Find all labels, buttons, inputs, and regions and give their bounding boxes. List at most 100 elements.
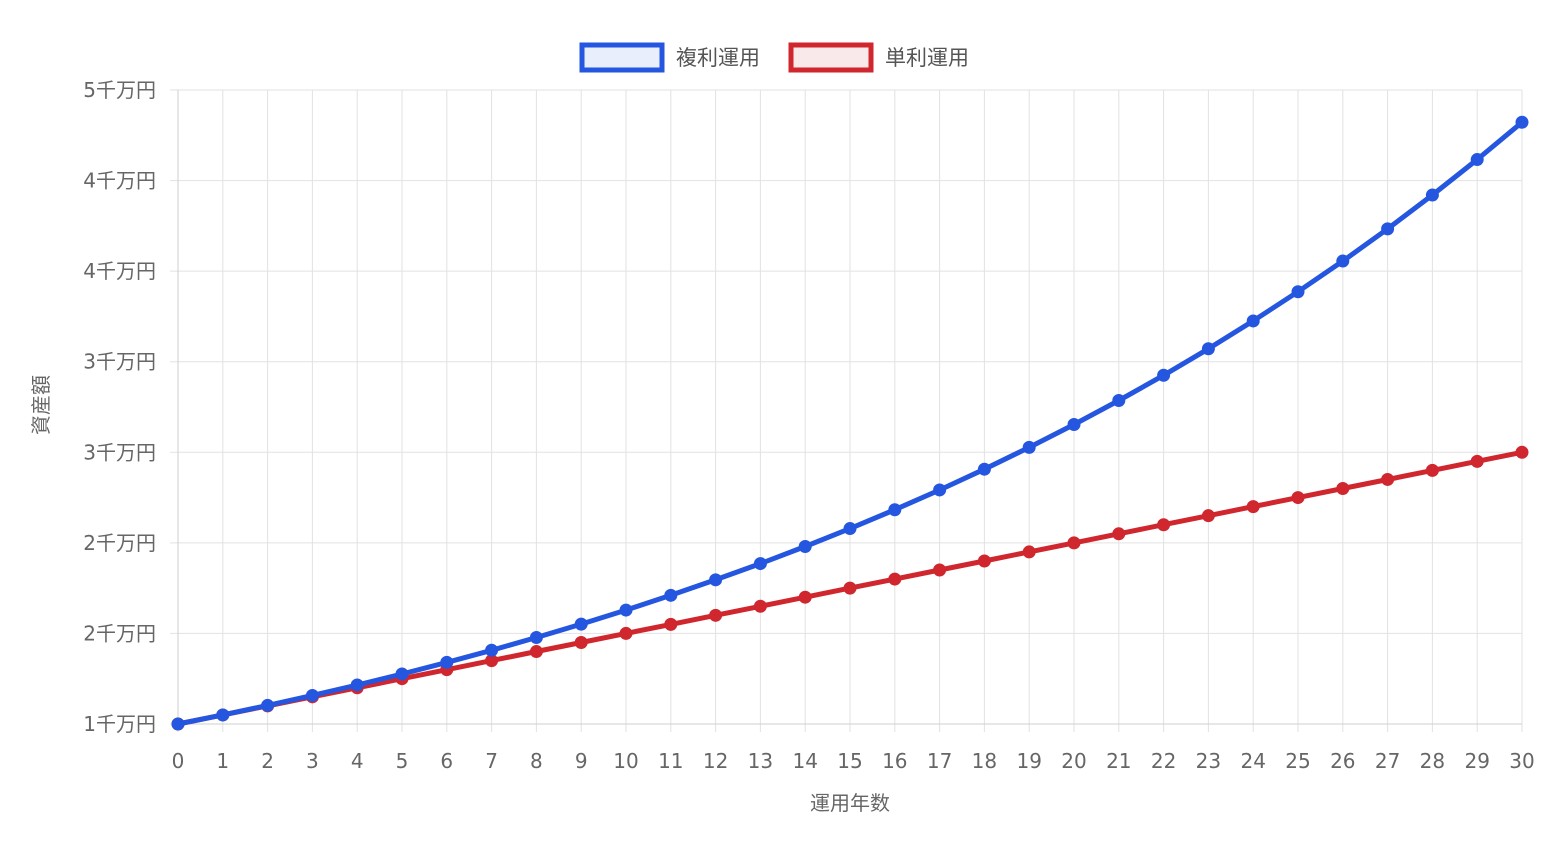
data-point — [753, 557, 767, 571]
data-point — [529, 645, 543, 659]
data-point — [664, 617, 678, 631]
x-tick-label: 21 — [1106, 749, 1131, 773]
data-point — [261, 698, 275, 712]
x-tick-label: 18 — [972, 749, 997, 773]
x-axis-label: 運用年数 — [810, 791, 890, 815]
y-axis-label: 資産額 — [29, 375, 53, 435]
data-point — [888, 503, 902, 517]
data-point — [1067, 536, 1081, 550]
x-tick-label: 29 — [1464, 749, 1489, 773]
x-tick-label: 26 — [1330, 749, 1355, 773]
data-point — [1022, 545, 1036, 559]
data-point — [1515, 115, 1529, 129]
x-tick-label: 16 — [882, 749, 907, 773]
data-point — [1067, 418, 1081, 432]
data-point — [529, 631, 543, 645]
x-tick-label: 12 — [703, 749, 728, 773]
data-point — [798, 590, 812, 604]
legend-label: 複利運用 — [676, 46, 760, 70]
data-point — [1201, 342, 1215, 356]
x-tick-label: 3 — [306, 749, 319, 773]
x-tick-label: 25 — [1285, 749, 1310, 773]
data-point — [1157, 518, 1171, 532]
data-point — [619, 626, 633, 640]
grid — [170, 89, 1523, 732]
data-point — [843, 522, 857, 536]
x-tick-label: 15 — [837, 749, 862, 773]
x-tick-label: 6 — [440, 749, 453, 773]
data-point — [709, 608, 723, 622]
legend-item[interactable]: 複利運用 — [579, 42, 760, 73]
x-tick-label: 27 — [1375, 749, 1400, 773]
y-tick-label: 3千万円 — [83, 350, 156, 374]
x-tick-label: 7 — [485, 749, 498, 773]
data-point — [216, 708, 230, 722]
data-point — [1381, 472, 1395, 486]
x-tick-label: 20 — [1061, 749, 1086, 773]
data-point — [753, 599, 767, 613]
y-tick-label: 4千万円 — [83, 259, 156, 283]
data-point — [1291, 491, 1305, 505]
data-point — [1246, 314, 1260, 328]
x-tick-label: 23 — [1196, 749, 1221, 773]
legend-item[interactable]: 単利運用 — [788, 42, 969, 73]
series-lines — [171, 115, 1529, 731]
data-point — [1291, 285, 1305, 299]
data-point — [1515, 445, 1529, 459]
data-point — [619, 603, 633, 617]
series-1 — [171, 115, 1529, 731]
data-point — [574, 617, 588, 631]
data-point — [171, 717, 185, 731]
axes: 0 1 2 3 4 5 6 7 8 9 10 11 12 13 14 15 16 17 18 19 20 21 22 23 24… — [83, 78, 1534, 773]
data-point — [1425, 463, 1439, 477]
data-point — [1246, 500, 1260, 514]
data-point — [440, 655, 454, 669]
x-tick-label: 4 — [351, 749, 364, 773]
legend-swatch — [579, 42, 665, 73]
data-point — [305, 688, 319, 702]
data-point — [1425, 188, 1439, 202]
x-tick-label: 30 — [1509, 749, 1534, 773]
y-tick-label: 4千万円 — [83, 169, 156, 193]
x-tick-label: 24 — [1240, 749, 1265, 773]
x-tick-label: 19 — [1016, 749, 1041, 773]
y-tick-label: 1千万円 — [83, 712, 156, 736]
y-tick-label: 2千万円 — [83, 621, 156, 645]
data-point — [977, 554, 991, 568]
legend-swatch — [788, 42, 874, 73]
data-point — [395, 667, 409, 681]
y-tick-label: 5千万円 — [83, 78, 156, 102]
data-point — [1112, 393, 1126, 407]
y-tick-label: 2千万円 — [83, 531, 156, 555]
x-tick-label: 17 — [927, 749, 952, 773]
data-point — [977, 462, 991, 476]
x-tick-label: 9 — [575, 749, 588, 773]
data-point — [933, 483, 947, 497]
data-point — [350, 678, 364, 692]
x-tick-label: 11 — [658, 749, 683, 773]
data-point — [1336, 482, 1350, 496]
x-tick-label: 13 — [748, 749, 773, 773]
x-tick-label: 22 — [1151, 749, 1176, 773]
data-point — [843, 581, 857, 595]
data-point — [664, 588, 678, 602]
data-point — [1470, 153, 1484, 167]
data-point — [798, 539, 812, 553]
data-point — [1336, 254, 1350, 268]
x-tick-label: 0 — [172, 749, 185, 773]
x-tick-label: 5 — [396, 749, 409, 773]
data-point — [1381, 222, 1395, 236]
data-point — [709, 573, 723, 587]
data-point — [888, 572, 902, 586]
legend-label: 単利運用 — [885, 46, 969, 70]
data-point — [1112, 527, 1126, 541]
x-tick-label: 28 — [1420, 749, 1445, 773]
x-tick-label: 1 — [216, 749, 229, 773]
data-point — [485, 643, 499, 657]
x-tick-label: 10 — [613, 749, 638, 773]
data-point — [933, 563, 947, 577]
data-point — [1022, 440, 1036, 454]
legend[interactable]: 複利運用 単利運用 — [579, 42, 969, 73]
y-tick-label: 3千万円 — [83, 440, 156, 464]
